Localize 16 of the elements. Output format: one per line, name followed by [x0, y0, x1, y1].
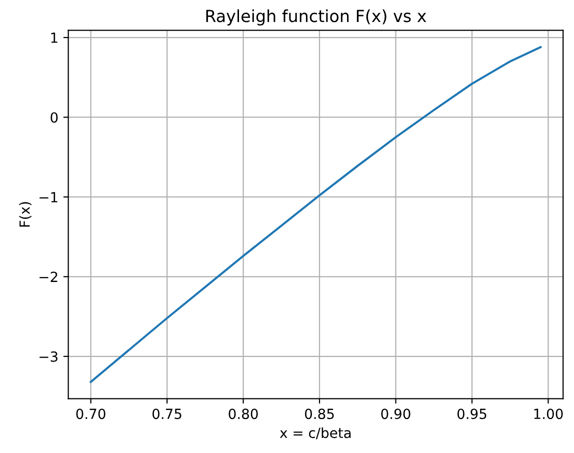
x-tick-label: 0.75: [152, 408, 182, 420]
y-tick-label: 1: [51, 32, 58, 43]
y-tick-label: 0: [50, 112, 58, 123]
y-axis-title: F(x): [19, 202, 32, 227]
x-tick-label: 0.90: [381, 408, 410, 420]
x-axis-title: x = c/beta: [280, 427, 351, 440]
y-tick-label: −1: [40, 192, 58, 202]
y-tick-label: −2: [40, 272, 58, 282]
y-tick-label: −3: [40, 351, 58, 362]
chart-title: Rayleigh function F(x) vs x: [206, 9, 426, 26]
x-tick-label: 0.85: [304, 408, 334, 420]
line-series: [90, 46, 542, 383]
x-tick-label: 0.95: [457, 408, 486, 420]
x-tick-label: 1.00: [534, 408, 563, 420]
x-tick-label: 0.70: [76, 408, 106, 420]
x-tick-label: 0.80: [228, 408, 258, 420]
